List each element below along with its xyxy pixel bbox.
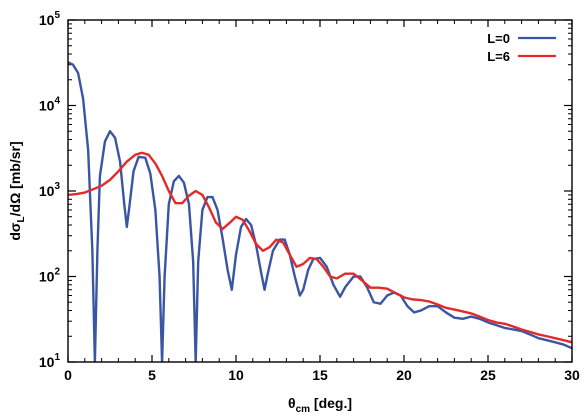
x-tick-label: 20 [396,367,412,383]
y-tick-exponent: 3 [54,181,60,192]
y-tick-base: 10 [39,269,55,285]
legend-label-l6: L=6 [487,49,510,64]
y-tick-base: 10 [39,12,55,28]
legend-label-l0: L=0 [487,31,510,46]
x-axis-title-rest: [deg.] [310,395,352,411]
x-axis-title-main: θ [288,395,296,411]
y-tick-exponent: 4 [54,96,60,107]
series-line-l0 [68,61,572,362]
y-tick-exponent: 2 [54,267,60,278]
x-axis-title-sub: cm [296,404,311,415]
x-tick-label: 15 [312,367,328,383]
y-tick-label: 105 [39,10,61,28]
y-axis-title-pre: dσ [7,222,23,241]
legend: L=0 L=6 [487,31,556,64]
x-axis-title: θcm [deg.] [288,395,352,415]
y-axis-title-sub: L [16,216,27,222]
series-layer [68,61,572,362]
y-tick-label: 102 [39,267,61,285]
x-tick-label: 10 [228,367,244,383]
y-tick-label: 103 [39,181,61,199]
x-tick-label: 0 [64,367,72,383]
y-tick-exponent: 5 [54,10,60,21]
x-tick-label: 5 [148,367,156,383]
y-tick-label: 104 [39,96,61,114]
plot-frame [67,19,573,363]
axis-ticks [67,19,573,363]
x-tick-label: 30 [564,367,580,383]
y-tick-base: 10 [39,98,55,114]
series-line-l6 [68,151,572,344]
x-tick-label: 25 [480,367,496,383]
y-tick-label: 101 [39,352,61,370]
y-tick-base: 10 [39,183,55,199]
y-tick-base: 10 [39,354,55,370]
y-axis-title: dσL/dΩ [mb/sr] [7,141,27,240]
y-tick-exponent: 1 [54,352,60,363]
y-axis-title-rest: /dΩ [mb/sr] [7,141,23,216]
